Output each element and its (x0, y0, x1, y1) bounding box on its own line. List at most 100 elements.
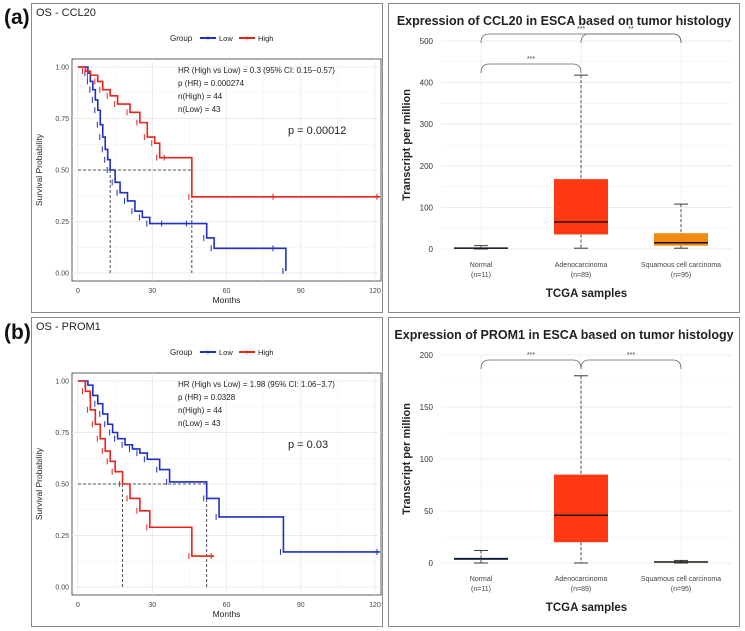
km-stat-line: n(High) = 44 (178, 406, 223, 415)
km-pvalue: p = 0.00012 (288, 125, 346, 137)
box-iqr-adenocarcinoma (554, 474, 608, 543)
km-xtick-label: 90 (297, 602, 305, 609)
box-panel-a: Expression of CCL20 in ESCA based on tum… (388, 3, 740, 313)
km-stat-line: HR (High vs Low) = 1.98 (95% CI: 1.06−3.… (178, 380, 335, 389)
box-iqr-adenocarcinoma (554, 179, 608, 235)
km-legend-low-label: Low (219, 34, 233, 43)
km-xtick-label: 120 (369, 602, 381, 609)
km-curve-low (78, 380, 380, 553)
km-stat-line: n(Low) = 43 (178, 105, 221, 114)
km-stat-line: HR (High vs Low) = 0.3 (95% CI: 0.15−0.5… (178, 66, 335, 75)
box-y-axis-label: Transcript per million (401, 89, 413, 201)
km-stat-line: p (HR) = 0.000274 (178, 79, 245, 88)
km-curve-low (78, 66, 287, 271)
km-legend-title: Group (170, 34, 193, 43)
km-xtick-label: 60 (223, 602, 231, 609)
box-ytick-label: 200 (420, 162, 434, 171)
box-sig-label: *** (577, 26, 585, 33)
km-curve-high (78, 380, 215, 557)
km-legend-low-label: Low (219, 348, 233, 357)
km-title-b: OS - PROM1 (36, 321, 101, 333)
box-ytick-label: 300 (420, 120, 434, 129)
box-ytick-label: 50 (424, 507, 433, 516)
km-ytick-label: 0.25 (55, 219, 69, 226)
km-xtick-label: 60 (223, 288, 231, 295)
box-ytick-label: 500 (420, 37, 434, 46)
box-sig-bracket (480, 359, 582, 370)
km-ytick-label: 0.50 (55, 482, 69, 489)
box-plot-a: 0 100 200 300 400 500 Transcript per million TC… (401, 26, 732, 300)
km-legend-high-label: High (258, 348, 273, 357)
box-group-name: Adenocarcinoma (555, 576, 608, 583)
box-ytick-label: 100 (420, 203, 434, 212)
box-sig-bracket (480, 63, 582, 74)
box-y-axis-label: Transcript per million (401, 403, 413, 515)
km-panel-b: OS - PROM1 0 30 60 90 120 0.00 0.25 0.50 0.75 1.0… (31, 317, 383, 627)
km-title-a: OS - CCL20 (36, 7, 96, 19)
box-ytick-label: 0 (429, 559, 434, 568)
km-x-axis-label: Months (213, 609, 241, 619)
km-curve-high (78, 66, 380, 198)
box-x-axis-label: TCGA samples (546, 288, 627, 300)
box-sig-label: *** (627, 352, 635, 359)
box-group-name: Squamous cell carcinoma (641, 576, 721, 583)
km-xtick-label: 0 (76, 602, 80, 609)
box-sig-bracket (580, 33, 682, 44)
km-ytick-label: 0.75 (55, 430, 69, 437)
panel-label-a: (a) (4, 6, 30, 29)
km-ytick-label: 0.25 (55, 533, 69, 540)
box-iqr-squamous-cell-carcinoma (654, 233, 708, 246)
km-legend-title: Group (170, 348, 193, 357)
km-pvalue: p = 0.03 (288, 439, 328, 451)
km-y-axis-label: Survival Probability (34, 133, 44, 206)
km-stat-line: p (HR) = 0.0328 (178, 393, 236, 402)
box-sig-label: ** (628, 26, 634, 33)
box-sig-label: *** (527, 56, 535, 63)
km-y-axis-label: Survival Probability (34, 447, 44, 520)
km-stat-line: n(High) = 44 (178, 92, 223, 101)
box-title-b: Expression of PROM1 in ESCA based on tum… (394, 328, 734, 342)
km-xtick-label: 0 (76, 288, 80, 295)
box-group-n: (n=95) (671, 586, 691, 593)
km-legend-high-mark: + (245, 34, 250, 43)
km-ytick-label: 0.50 (55, 168, 69, 175)
km-xtick-label: 30 (148, 602, 156, 609)
km-plot-a: 0 30 60 90 120 0.00 0.25 0.50 0.75 1.00 Months Surv… (34, 34, 382, 305)
km-stat-line: n(Low) = 43 (178, 419, 221, 428)
box-sig-bracket (580, 359, 682, 370)
km-xtick-label: 30 (148, 288, 156, 295)
box-ytick-label: 400 (420, 79, 434, 88)
box-ytick-label: 100 (420, 455, 434, 464)
box-group-name: Adenocarcinoma (555, 262, 608, 269)
box-title-a: Expression of CCL20 in ESCA based on tum… (396, 14, 732, 28)
km-ytick-label: 1.00 (55, 379, 69, 386)
km-legend-low-mark: + (206, 348, 211, 357)
box-group-n: (n=89) (571, 272, 591, 279)
box-ytick-label: 0 (429, 245, 434, 254)
box-group-n: (n=11) (471, 586, 491, 593)
box-group-name: Normal (470, 576, 493, 583)
km-ytick-label: 0.00 (55, 271, 69, 278)
km-ytick-label: 0.00 (55, 585, 69, 592)
km-xtick-label: 90 (297, 288, 305, 295)
km-legend-high-mark: + (245, 348, 250, 357)
box-group-name: Squamous cell carcinoma (641, 262, 721, 269)
box-group-n: (n=11) (471, 272, 491, 279)
km-panel-a: OS - CCL20 0 30 60 90 120 0.00 0.25 0.50 0.75 1.0… (31, 3, 383, 313)
box-panel-b: Expression of PROM1 in ESCA based on tum… (388, 317, 740, 627)
box-group-n: (n=89) (571, 586, 591, 593)
box-group-name: Normal (470, 262, 493, 269)
km-ytick-label: 0.75 (55, 116, 69, 123)
box-ytick-label: 150 (420, 403, 434, 412)
box-x-axis-label: TCGA samples (546, 602, 627, 614)
km-x-axis-label: Months (213, 295, 241, 305)
km-xtick-label: 120 (369, 288, 381, 295)
km-ytick-label: 1.00 (55, 65, 69, 72)
km-legend-high-label: High (258, 34, 273, 43)
box-sig-label: *** (527, 352, 535, 359)
km-legend-low-mark: + (206, 34, 211, 43)
box-group-n: (n=95) (671, 272, 691, 279)
box-plot-b: 0 50 100 150 200 Transcript per million TCGA s… (401, 351, 732, 614)
km-plot-b: 0 30 60 90 120 0.00 0.25 0.50 0.75 1.00 Months Surv… (34, 348, 382, 619)
box-ytick-label: 200 (420, 351, 434, 360)
